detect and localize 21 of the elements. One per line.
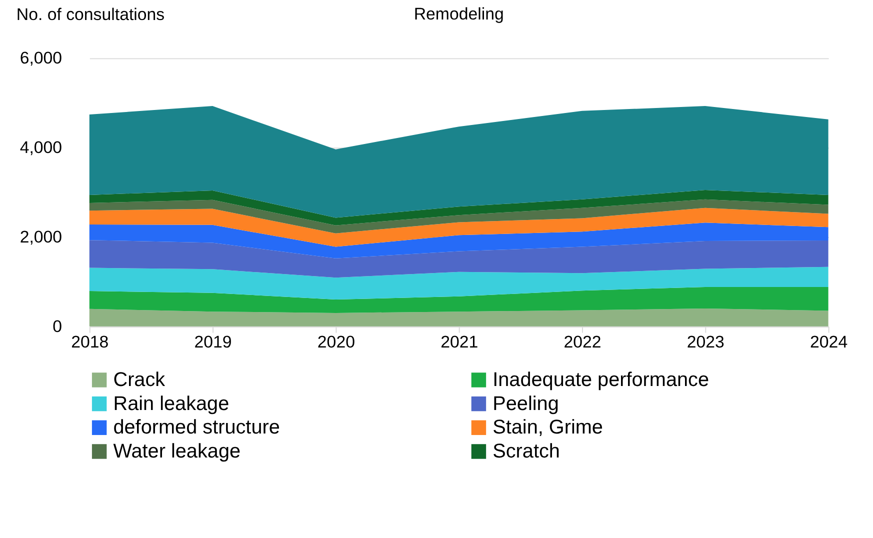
chart-title: Remodeling — [414, 4, 504, 24]
x-tick-label: 2022 — [564, 332, 602, 352]
legend-label: Crack — [113, 368, 166, 391]
x-tick-label: 2023 — [686, 332, 724, 352]
x-tick-label: 2024 — [810, 332, 848, 352]
y-tick-label: 4,000 — [20, 138, 62, 158]
legend-label: Rain leakage — [113, 392, 230, 415]
y-tick-label: 2,000 — [20, 227, 62, 246]
x-tick-label: 2021 — [440, 332, 478, 352]
legend-label: Peeling — [492, 392, 559, 415]
legend-label: Inadequate performance — [492, 368, 710, 391]
y-tick-label: 6,000 — [20, 48, 62, 68]
y-tick-label: 0 — [52, 316, 62, 336]
y-axis-title: No. of consultations — [16, 4, 165, 24]
x-tick-label: 2020 — [317, 332, 355, 352]
legend-label: Water leakage — [113, 440, 241, 462]
legend-label: deformed structure — [113, 416, 280, 439]
x-tick-label: 2018 — [71, 332, 109, 352]
x-tick-label: 2019 — [194, 332, 232, 352]
legend-label: Scratch — [492, 440, 560, 462]
legend-label: Stain, Grime — [492, 416, 603, 439]
